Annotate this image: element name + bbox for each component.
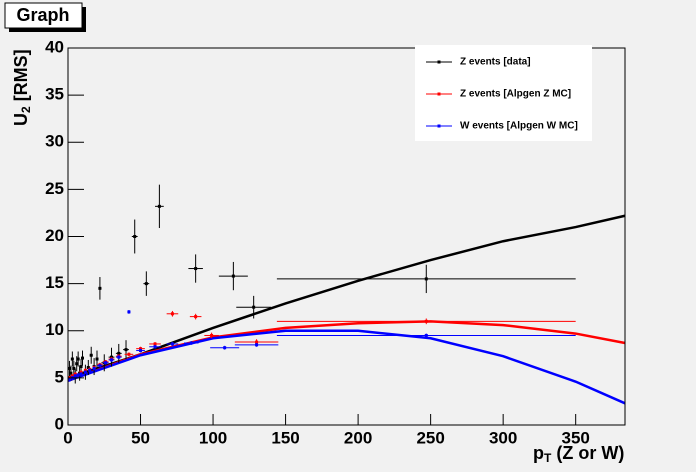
- x-tick-label: 350: [561, 428, 589, 447]
- legend-marker: [437, 60, 441, 64]
- point: [81, 356, 85, 360]
- legend-label: W events [Alpgen W MC]: [460, 121, 578, 132]
- point: [110, 358, 114, 362]
- point: [73, 374, 77, 378]
- x-tick-label: 100: [199, 428, 227, 447]
- point: [67, 378, 71, 382]
- point: [194, 267, 198, 271]
- point: [104, 361, 108, 365]
- x-label-sub: T: [544, 451, 552, 465]
- point: [189, 341, 193, 345]
- point: [210, 333, 214, 337]
- point: [69, 371, 73, 375]
- point: [424, 319, 428, 323]
- plot-area: [67, 184, 626, 405]
- x-tick-label: 150: [271, 428, 299, 447]
- x-label-main: p: [533, 443, 544, 463]
- point: [88, 368, 92, 372]
- y-tick-label: 5: [55, 367, 64, 386]
- x-label-rest: (Z or W): [551, 443, 624, 463]
- legend: [415, 45, 592, 141]
- y-tick-label: 20: [45, 226, 64, 245]
- x-axis-label: pT (Z or W): [533, 443, 624, 465]
- point: [75, 362, 79, 366]
- point: [255, 343, 259, 347]
- y-tick-label: 30: [45, 132, 64, 151]
- point: [79, 372, 83, 376]
- y-tick-label: 0: [55, 414, 64, 433]
- point: [139, 349, 143, 353]
- title-box: [4, 2, 83, 29]
- legend-marker: [437, 124, 441, 128]
- point: [76, 357, 80, 361]
- y-axis-label: U2 [RMS]: [11, 49, 33, 126]
- point: [92, 366, 96, 370]
- legend-label: Z events [data]: [460, 57, 531, 68]
- point: [424, 333, 428, 337]
- y-tick-label: 40: [45, 37, 64, 56]
- point: [67, 366, 71, 370]
- y-tick-label: 35: [45, 85, 64, 104]
- point: [255, 340, 259, 344]
- y-tick-label: 15: [45, 273, 64, 292]
- y-label-main: U: [11, 113, 31, 126]
- y-tick-label: 10: [45, 320, 64, 339]
- x-tick-label: 0: [63, 428, 72, 447]
- y-label-rest: [RMS]: [11, 49, 31, 106]
- point: [95, 357, 99, 361]
- point: [117, 355, 121, 359]
- point: [124, 348, 128, 352]
- point: [127, 310, 131, 314]
- legend-marker: [437, 92, 441, 96]
- point: [157, 204, 161, 208]
- point: [223, 346, 227, 350]
- point: [127, 352, 131, 356]
- point: [153, 345, 157, 349]
- point: [83, 370, 87, 374]
- point: [252, 305, 256, 309]
- point: [79, 365, 83, 369]
- fit-curve: [67, 329, 626, 405]
- point: [117, 351, 121, 355]
- point: [98, 286, 102, 290]
- point: [170, 312, 174, 316]
- point: [133, 235, 137, 238]
- fit-curve: [67, 214, 626, 380]
- point: [153, 342, 157, 346]
- x-tick-label: 300: [489, 428, 517, 447]
- point: [170, 342, 174, 346]
- x-tick-label: 200: [344, 428, 372, 447]
- y-label-sub: 2: [19, 106, 33, 113]
- x-tick-label: 250: [416, 428, 444, 447]
- point: [424, 277, 428, 281]
- y-tick-label: 25: [45, 179, 64, 198]
- chart-title: Graph: [16, 5, 69, 25]
- point: [98, 364, 102, 368]
- point: [70, 357, 74, 361]
- point: [89, 353, 93, 357]
- point: [231, 274, 235, 278]
- point: [86, 366, 90, 370]
- point: [144, 282, 148, 286]
- point: [72, 366, 76, 370]
- x-tick-label: 50: [131, 428, 150, 447]
- point: [194, 315, 198, 319]
- legend-label: Z events [Alpgen Z MC]: [460, 89, 571, 100]
- point: [76, 373, 80, 377]
